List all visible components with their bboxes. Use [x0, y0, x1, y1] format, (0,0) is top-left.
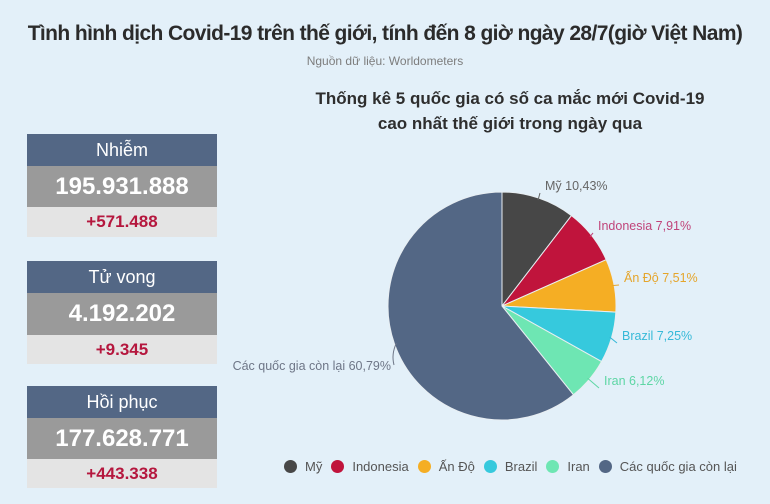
leader-line-1 [589, 232, 594, 238]
chart-title: Thống kê 5 quốc gia có số ca mắc mới Cov… [300, 86, 720, 136]
legend-label: Các quốc gia còn lại [619, 458, 737, 474]
recovered-label: Hồi phục [27, 386, 217, 418]
stat-card-cases: Nhiễm 195.931.888 +571.488 [27, 134, 217, 237]
pie-slice-5 [387, 191, 575, 421]
page-title: Tình hình dịch Covid-19 trên thế giới, t… [27, 22, 743, 45]
chart-legend: Mỹ Indonesia Ấn Độ Brazil Iran Các quốc gia c… [284, 456, 746, 476]
slice-label-1: Indonesia 7,91% [598, 219, 691, 233]
legend-dot-icon [284, 459, 297, 473]
legend-label: Ấn Độ [438, 458, 475, 474]
chart-title-line1: Thống kê 5 quốc gia có số ca mắc mới Cov… [315, 89, 705, 108]
cases-delta: +571.488 [27, 207, 217, 237]
slice-label-4: Iran 6,12% [604, 374, 664, 388]
slice-label-0: Mỹ 10,43% [545, 179, 608, 193]
legend-label: Brazil [504, 458, 538, 474]
legend-item[interactable]: Brazil [483, 458, 538, 474]
legend-item[interactable]: Mỹ [284, 459, 322, 474]
legend-dot-icon [546, 459, 560, 473]
leader-line-4 [587, 377, 600, 389]
legend-item[interactable]: Các quốc gia còn lại [598, 458, 737, 474]
legend-dot-icon [483, 459, 497, 473]
legend-dot-icon [417, 459, 431, 473]
legend-label: Iran [567, 458, 590, 474]
legend-label: Mỹ [305, 458, 323, 474]
leader-line-0 [537, 192, 541, 201]
recovered-total: 177.628.771 [27, 418, 217, 459]
deaths-label: Tử vong [27, 261, 217, 293]
slice-label-5: Các quốc gia còn lại 60,79% [233, 359, 391, 373]
deaths-delta: +9.345 [27, 335, 217, 364]
legend-dot-icon [598, 459, 612, 473]
legend-item[interactable]: Ấn Độ [417, 458, 475, 474]
deaths-total: 4.192.202 [27, 293, 217, 335]
data-source: Nguồn dữ liệu: Worldometers [306, 54, 464, 68]
leader-line-5 [392, 343, 397, 366]
chart-title-line2: cao nhất thế giới trong ngày qua [377, 114, 643, 133]
legend-item[interactable]: Iran [546, 458, 590, 474]
recovered-delta: +443.338 [27, 459, 217, 488]
leader-line-3 [609, 336, 618, 344]
leader-line-2 [612, 284, 620, 287]
stat-card-deaths: Tử vong 4.192.202 +9.345 [27, 261, 217, 364]
slice-label-3: Brazil 7,25% [622, 329, 692, 343]
legend-label: Indonesia [352, 458, 409, 474]
cases-total: 195.931.888 [27, 166, 217, 207]
stat-card-recovered: Hồi phục 177.628.771 +443.338 [27, 386, 217, 488]
legend-item[interactable]: Indonesia [331, 458, 409, 474]
slice-label-2: Ấn Độ 7,51% [624, 270, 698, 285]
cases-label: Nhiễm [27, 134, 217, 166]
legend-dot-icon [331, 459, 345, 473]
